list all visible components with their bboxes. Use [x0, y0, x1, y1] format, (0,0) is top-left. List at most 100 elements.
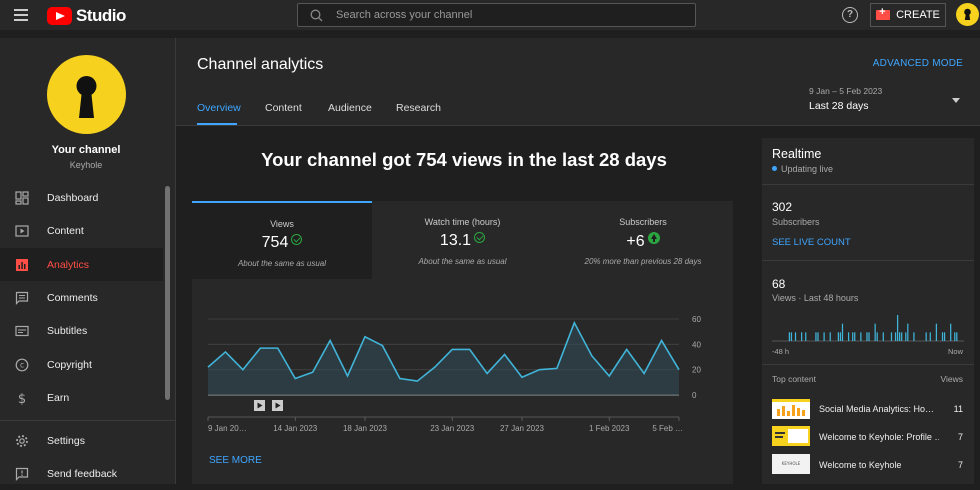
sidebar-item-copyright[interactable]: c Copyright	[0, 348, 163, 381]
sidebar-item-label: Content	[47, 225, 84, 237]
sidebar-item-dashboard[interactable]: Dashboard	[0, 181, 163, 214]
realtime-bar	[801, 332, 802, 341]
thumbnail-text: KEYHOLE	[782, 461, 801, 466]
realtime-title: Realtime	[772, 147, 821, 161]
realtime-bar	[930, 332, 931, 341]
realtime-bar	[852, 332, 853, 341]
y-tick-label: 40	[692, 340, 701, 349]
top-content-title: Social Media Analytics: Ho…	[819, 404, 939, 414]
sidebar-item-send-feedback[interactable]: Send feedback	[0, 457, 163, 490]
copyright-icon: c	[15, 358, 29, 372]
sidebar-scrollbar[interactable]	[165, 186, 170, 400]
tab-content[interactable]: Content	[265, 102, 302, 114]
channel-name: Your channel	[0, 144, 172, 156]
y-tick-label: 0	[692, 391, 697, 400]
analytics-header: Channel analytics ADVANCED MODE Overview…	[176, 38, 980, 126]
realtime-bar	[875, 324, 876, 341]
tab-overview[interactable]: Overview	[197, 102, 241, 114]
sidebar-item-label: Analytics	[47, 259, 89, 271]
youtube-logo-icon	[47, 7, 72, 25]
divider	[762, 260, 974, 261]
x-tick-label: 27 Jan 2023	[500, 424, 545, 433]
metric-card-views[interactable]: Views 754 About the same as usual	[192, 201, 372, 279]
realtime-views: 68	[772, 277, 785, 291]
realtime-bar	[805, 332, 806, 341]
see-more-link[interactable]: SEE MORE	[209, 455, 262, 466]
feedback-icon	[15, 467, 29, 481]
x-tick-label: 5 Feb …	[652, 424, 683, 433]
tab-research[interactable]: Research	[396, 102, 441, 114]
realtime-bar	[954, 332, 955, 341]
axis-start-label: -48 h	[772, 347, 789, 356]
realtime-bar	[854, 332, 855, 341]
top-content-views: 7	[958, 432, 963, 442]
page-title: Channel analytics	[197, 56, 323, 74]
realtime-bar	[913, 332, 914, 341]
help-icon[interactable]: ?	[842, 7, 858, 23]
create-button[interactable]: CREATE	[870, 3, 946, 27]
sidebar-item-content[interactable]: Content	[0, 214, 163, 247]
realtime-bar	[944, 332, 945, 341]
sidebar-item-label: Settings	[47, 435, 85, 447]
advanced-mode-link[interactable]: ADVANCED MODE	[873, 58, 963, 69]
divider	[762, 364, 974, 365]
search-input[interactable]	[336, 9, 666, 21]
create-video-icon	[876, 10, 890, 20]
dashboard-icon	[15, 191, 29, 205]
realtime-bar	[795, 332, 796, 341]
realtime-bar	[877, 332, 878, 341]
realtime-bar	[817, 332, 818, 341]
metric-value-row: 754	[192, 234, 372, 252]
realtime-bar	[842, 324, 843, 341]
menu-icon[interactable]	[14, 9, 28, 24]
x-tick-label: 23 Jan 2023	[430, 424, 475, 433]
subscriber-count-label: Subscribers	[772, 217, 820, 227]
search-icon	[310, 9, 323, 22]
axis-end-label: Now	[948, 347, 963, 356]
metric-card-subscribers[interactable]: Subscribers +6 20% more than previous 28…	[553, 201, 733, 279]
sidebar-item-label: Copyright	[47, 359, 92, 371]
realtime-status: Updating live	[772, 164, 833, 174]
chevron-down-icon[interactable]	[952, 98, 960, 103]
sidebar-item-subtitles[interactable]: Subtitles	[0, 314, 163, 347]
video-thumbnail: KEYHOLE	[772, 454, 810, 474]
sidebar-item-earn[interactable]: $ Earn	[0, 381, 163, 414]
metric-value: 13.1	[440, 232, 471, 249]
search-bar[interactable]	[297, 3, 696, 27]
top-content-label: Top content	[772, 374, 816, 384]
metric-card-watch-time[interactable]: Watch time (hours) 13.1 About the same a…	[372, 201, 553, 279]
top-content-title: Welcome to Keyhole: Profile …	[819, 432, 939, 442]
x-tick-label: 14 Jan 2023	[273, 424, 318, 433]
sidebar-item-settings[interactable]: Settings	[0, 424, 163, 457]
metric-value-row: 13.1	[372, 232, 553, 250]
channel-avatar[interactable]	[47, 55, 126, 134]
svg-text:$: $	[18, 392, 26, 405]
logo-text: Studio	[76, 6, 126, 26]
keyhole-icon	[47, 55, 126, 134]
realtime-bar	[838, 332, 839, 341]
period-selector[interactable]: Last 28 days	[809, 100, 869, 112]
content-icon	[15, 224, 29, 238]
metric-note: 20% more than previous 28 days	[553, 257, 733, 266]
sidebar-item-analytics[interactable]: Analytics	[0, 248, 163, 281]
video-thumbnail	[772, 399, 810, 419]
y-tick-label: 60	[692, 315, 701, 324]
realtime-bar	[840, 332, 841, 341]
sidebar-item-label: Dashboard	[47, 192, 98, 204]
realtime-bar	[791, 332, 792, 341]
studio-logo[interactable]: Studio	[47, 6, 126, 26]
realtime-bar	[897, 315, 898, 341]
see-live-count-link[interactable]: SEE LIVE COUNT	[772, 237, 851, 248]
realtime-bar-chart[interactable]	[770, 308, 966, 344]
tab-audience[interactable]: Audience	[328, 102, 372, 114]
metric-value-row: +6	[553, 232, 733, 251]
sidebar-item-comments[interactable]: Comments	[0, 281, 163, 314]
top-content-views: 11	[954, 404, 963, 414]
video-thumbnail	[772, 426, 810, 446]
account-avatar[interactable]	[956, 3, 979, 26]
realtime-bar	[866, 332, 867, 341]
date-range[interactable]: 9 Jan – 5 Feb 2023	[809, 86, 882, 96]
metric-label: Subscribers	[553, 217, 733, 227]
realtime-bar	[942, 332, 943, 341]
